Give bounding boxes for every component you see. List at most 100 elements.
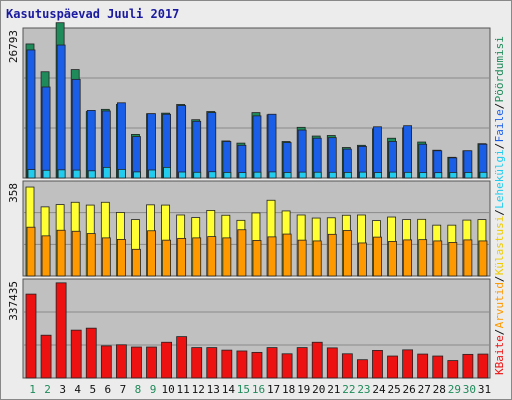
bar-faile-day-2 bbox=[41, 86, 51, 179]
bar-faile-day-1 bbox=[26, 49, 36, 179]
day-label-15: 15 bbox=[237, 383, 250, 396]
bar-faile-day-11 bbox=[177, 105, 187, 179]
day-label-29: 29 bbox=[448, 383, 461, 396]
day-label-4: 4 bbox=[74, 383, 81, 396]
bar-arvutid-day-1 bbox=[26, 226, 36, 277]
bar-kbaite-day-18 bbox=[281, 353, 293, 379]
bar-faile-day-7 bbox=[116, 102, 126, 179]
panel-1: 26793 bbox=[7, 22, 491, 179]
legend-pöördumisi: Pöördumisi bbox=[493, 36, 506, 102]
bar-arvutid-day-17 bbox=[267, 236, 277, 277]
bar-arvutid-day-9 bbox=[147, 230, 156, 277]
bar-arvutid-day-20 bbox=[312, 240, 322, 277]
day-label-17: 17 bbox=[267, 383, 280, 396]
bar-faile-day-13 bbox=[207, 112, 217, 179]
bar-kbaite-day-22 bbox=[341, 353, 353, 379]
bar-faile-day-3 bbox=[56, 44, 66, 179]
bar-faile-day-26 bbox=[403, 125, 413, 179]
legend-separator: / bbox=[493, 329, 506, 336]
bar-lehekülgi-day-15 bbox=[238, 172, 247, 179]
bar-lehekülgi-day-21 bbox=[328, 171, 337, 179]
bar-lehekülgi-day-3 bbox=[57, 169, 66, 179]
bar-lehekülgi-day-9 bbox=[148, 169, 156, 179]
bar-lehekülgi-day-22 bbox=[343, 171, 352, 179]
bar-lehekülgi-day-31 bbox=[479, 171, 488, 179]
day-label-16: 16 bbox=[252, 383, 265, 396]
bar-kbaite-day-1 bbox=[25, 293, 37, 379]
bar-lehekülgi-day-11 bbox=[178, 171, 187, 179]
day-label-31: 31 bbox=[478, 383, 491, 396]
legend-kbaite: KBaite bbox=[493, 335, 506, 375]
panel-3-max-label: 337435 bbox=[7, 281, 20, 321]
panel-2-max-label: 358 bbox=[7, 183, 20, 203]
bar-arvutid-day-31 bbox=[478, 240, 488, 277]
panel-2: 358 bbox=[7, 180, 491, 277]
chart-panels: 26793 358 337435 bbox=[7, 22, 491, 379]
bar-lehekülgi-day-28 bbox=[434, 172, 443, 179]
bar-kbaite-day-27 bbox=[417, 353, 429, 379]
bar-lehekülgi-day-13 bbox=[208, 171, 217, 179]
bar-kbaite-day-19 bbox=[296, 347, 308, 379]
bar-arvutid-day-8 bbox=[132, 248, 141, 277]
bar-lehekülgi-day-5 bbox=[87, 170, 96, 179]
bar-kbaite-day-13 bbox=[206, 347, 218, 379]
day-label-23: 23 bbox=[357, 383, 370, 396]
panel-1-max-label: 26793 bbox=[7, 30, 20, 63]
bar-lehekülgi-day-25 bbox=[389, 171, 397, 179]
day-label-7: 7 bbox=[120, 383, 127, 396]
legend-separator: / bbox=[493, 276, 506, 283]
day-label-6: 6 bbox=[105, 383, 112, 396]
bar-kbaite-day-29 bbox=[447, 360, 459, 379]
bar-arvutid-day-2 bbox=[41, 235, 51, 277]
bar-arvutid-day-11 bbox=[177, 237, 187, 277]
day-labels: 1 2 3 4 5 6 7 8 9 10 11 12 13 14 15 16 17 18 19 20 21 22 23 24 2… bbox=[29, 383, 491, 396]
day-label-1: 1 bbox=[29, 383, 36, 396]
bar-kbaite-day-17 bbox=[266, 347, 278, 379]
bar-lehekülgi-day-30 bbox=[464, 172, 473, 179]
day-label-9: 9 bbox=[150, 383, 157, 396]
bar-lehekülgi-day-10 bbox=[163, 166, 171, 179]
bar-lehekülgi-day-26 bbox=[404, 171, 413, 179]
bar-kbaite-day-10 bbox=[161, 341, 172, 379]
day-label-3: 3 bbox=[59, 383, 66, 396]
legend-lehekülgi: Lehekülgi bbox=[493, 149, 506, 209]
bar-arvutid-day-12 bbox=[192, 237, 202, 277]
day-label-28: 28 bbox=[433, 383, 446, 396]
bar-arvutid-day-28 bbox=[433, 240, 443, 277]
bar-lehekülgi-day-18 bbox=[283, 172, 292, 179]
bar-arvutid-day-25 bbox=[388, 241, 397, 277]
bar-lehekülgi-day-27 bbox=[419, 172, 428, 179]
bar-kbaite-day-25 bbox=[387, 355, 398, 379]
bar-faile-day-16 bbox=[252, 115, 262, 179]
bar-faile-day-5 bbox=[86, 110, 96, 179]
bar-arvutid-day-30 bbox=[463, 239, 473, 277]
bar-lehekülgi-day-2 bbox=[42, 169, 51, 179]
bar-kbaite-day-30 bbox=[462, 353, 474, 379]
bar-kbaite-day-8 bbox=[131, 346, 142, 379]
bar-faile-day-9 bbox=[147, 113, 156, 179]
bar-arvutid-day-16 bbox=[252, 240, 262, 277]
bar-faile-day-12 bbox=[192, 120, 202, 179]
day-label-2: 2 bbox=[44, 383, 51, 396]
chart-title: Kasutuspäevad Juuli 2017 bbox=[6, 7, 179, 21]
bar-arvutid-day-27 bbox=[418, 239, 428, 277]
day-label-18: 18 bbox=[282, 383, 295, 396]
bar-lehekülgi-day-4 bbox=[72, 169, 81, 179]
bar-arvutid-day-24 bbox=[373, 236, 382, 277]
bar-kbaite-day-28 bbox=[432, 355, 444, 379]
legend-arvutid: Arvutid bbox=[493, 282, 506, 328]
bar-faile-day-24 bbox=[373, 126, 382, 179]
day-label-27: 27 bbox=[418, 383, 431, 396]
day-label-12: 12 bbox=[192, 383, 205, 396]
legend: KBaite/Arvutid/Külastusi/Lehekülgi/Faile… bbox=[493, 36, 506, 375]
bar-lehekülgi-day-17 bbox=[268, 171, 277, 179]
bar-lehekülgi-day-12 bbox=[193, 171, 202, 179]
bar-arvutid-day-10 bbox=[162, 239, 171, 277]
legend-külastusi: Külastusi bbox=[493, 216, 506, 276]
bar-arvutid-day-19 bbox=[297, 239, 307, 277]
day-label-24: 24 bbox=[372, 383, 386, 396]
day-label-25: 25 bbox=[387, 383, 400, 396]
bar-kbaite-day-3 bbox=[55, 282, 67, 379]
bar-arvutid-day-5 bbox=[86, 233, 96, 277]
